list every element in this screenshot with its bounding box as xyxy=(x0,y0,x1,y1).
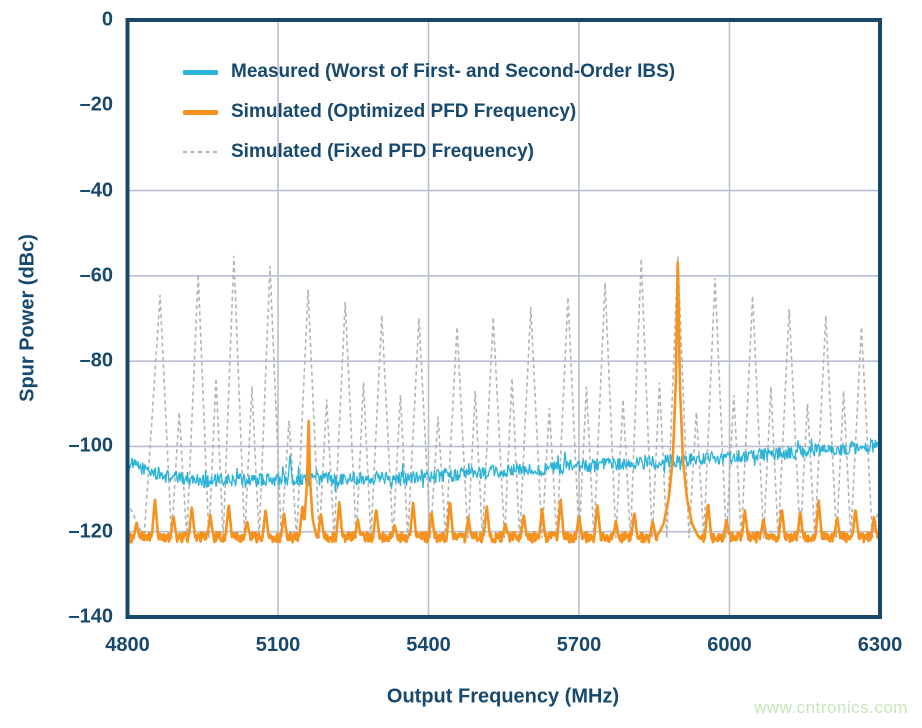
y-tick-label: –140 xyxy=(68,605,114,628)
y-tick-label: –60 xyxy=(79,264,113,287)
y-tick-label: –100 xyxy=(68,434,114,457)
legend-label-measured: Measured (Worst of First- and Second-Ord… xyxy=(231,61,676,82)
legend-line-measured-icon xyxy=(183,69,218,75)
watermark: www.cntronics.com xyxy=(754,698,908,717)
legend: Measured (Worst of First- and Second-Ord… xyxy=(183,52,675,172)
legend-label-simulated-optimized: Simulated (Optimized PFD Frequency) xyxy=(231,101,577,122)
x-tick-label: 6300 xyxy=(857,634,903,656)
y-tick-label: 0 xyxy=(101,8,113,31)
x-tick-label: 5400 xyxy=(406,634,451,656)
legend-label-simulated-fixed: Simulated (Fixed PFD Frequency) xyxy=(231,141,534,162)
y-tick-label: –40 xyxy=(79,179,113,202)
legend-item-simulated-optimized: Simulated (Optimized PFD Frequency) xyxy=(183,92,675,132)
y-tick-label: –20 xyxy=(79,93,113,116)
legend-line-simulated-optimized-icon xyxy=(183,109,218,115)
legend-line-simulated-fixed-icon xyxy=(183,150,218,154)
x-tick-label: 6000 xyxy=(707,634,752,656)
y-tick-label: –80 xyxy=(79,349,113,372)
y-tick-label: –120 xyxy=(68,520,114,543)
y-axis-title: Spur Power (dBc) xyxy=(16,234,39,402)
x-tick-label: 4800 xyxy=(105,634,150,656)
x-tick-label: 5100 xyxy=(255,634,301,656)
x-tick-label: 5700 xyxy=(556,634,602,656)
legend-item-simulated-fixed: Simulated (Fixed PFD Frequency) xyxy=(183,132,675,172)
x-axis-title: Output Frequency (MHz) xyxy=(386,685,620,708)
legend-item-measured: Measured (Worst of First- and Second-Ord… xyxy=(183,52,675,92)
